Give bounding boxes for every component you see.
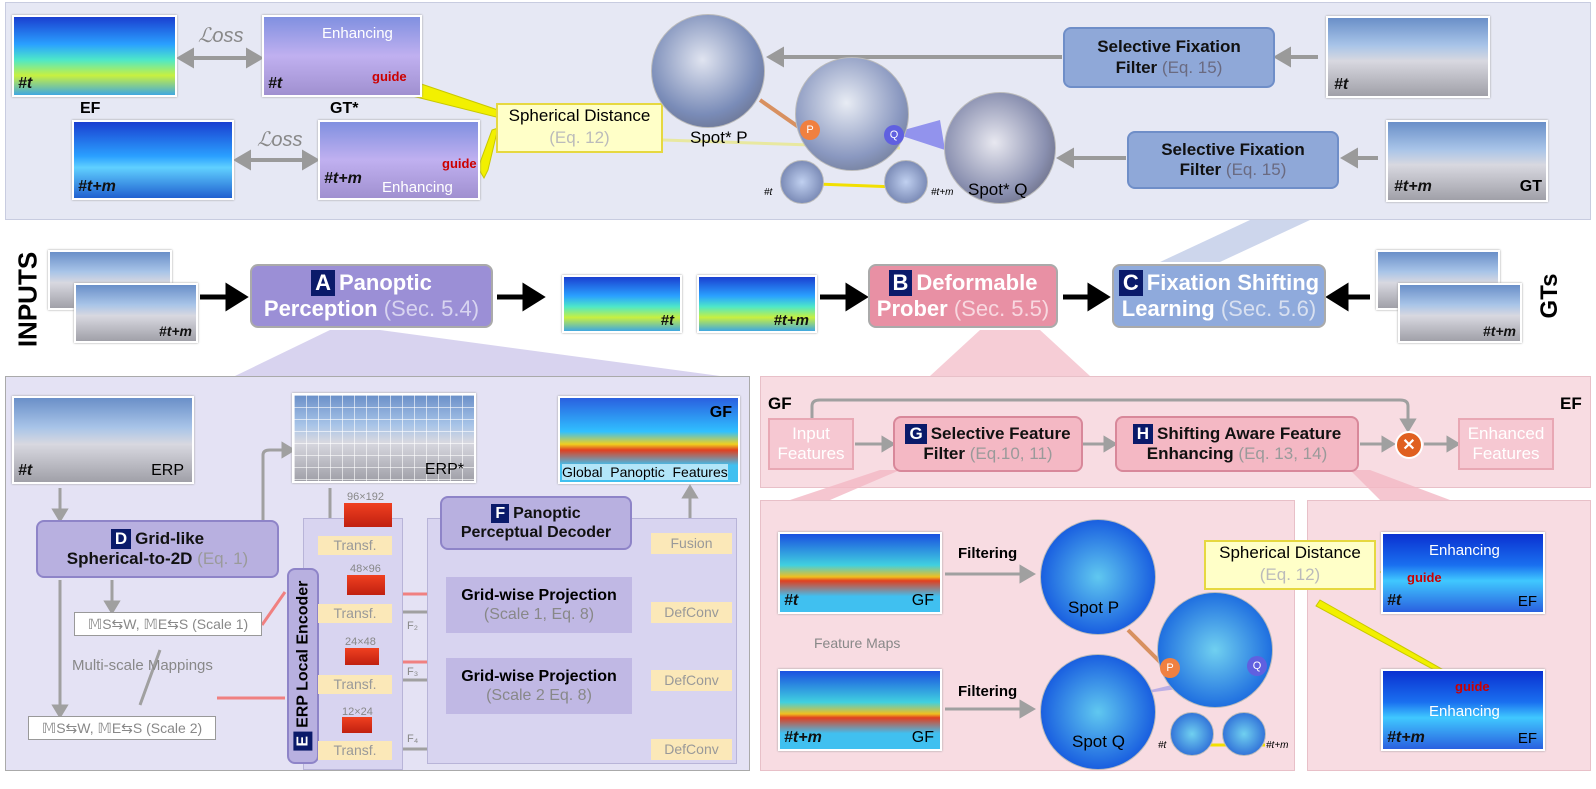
transf-4: Transf. (318, 741, 392, 760)
module-h-shifting-aware-feature-enhancing: H Shifting Aware Feature Enhancing (Eq. 1… (1115, 416, 1359, 472)
module-c-fixation-shifting-learning: C Fixation Shifting Learning (Sec. 5.6) (1112, 264, 1326, 328)
q-marker-right: Q (1247, 656, 1267, 676)
spot-star-p-label: Spot* P (690, 128, 748, 147)
ef-image-right-tm: guide Enhancing #t+m EF (1381, 669, 1545, 751)
heat-block-4 (342, 717, 372, 733)
module-a-panoptic-perception: A Panoptic Perception (Sec. 5.4) (250, 264, 493, 328)
multiply-icon: ✕ (1395, 431, 1423, 459)
module-f-panoptic-perceptual-decoder: F Panoptic Perceptual Decoder (440, 496, 632, 550)
selective-fixation-filter-top: Selective Fixation Filter (Eq. 15) (1063, 27, 1275, 88)
heat-block-2 (347, 575, 385, 595)
inputs-label: INPUTS (12, 251, 43, 348)
enhanced-features-box: Enhanced Features (1458, 418, 1554, 470)
input-image-tm: #t+m (74, 283, 198, 343)
spot-p-label: Spot P (1068, 598, 1120, 617)
ef-image-right-t: Enhancing guide #t EF (1381, 532, 1545, 614)
ef-label-right: EF (1560, 394, 1582, 413)
scale2-mapping: 𝕄S⇆W, 𝕄E⇆S (Scale 2) (28, 716, 216, 740)
small-right-label-t: #t (1158, 740, 1167, 751)
small-sphere-right-t (1170, 712, 1214, 756)
res-48x96: 48×96 (350, 563, 381, 575)
transf-1: Transf. (318, 536, 392, 555)
gf-feature-map-tm: #t+m GF (778, 669, 942, 751)
ef-label: EF (80, 100, 101, 117)
feature-maps-label: Feature Maps (814, 635, 901, 651)
gts-label: GTs (1536, 273, 1563, 319)
module-d-grid-like-spherical-to-2d: D Grid-like Spherical-to-2D (Eq. 1) (36, 520, 279, 578)
gt-image-t: #t (1326, 16, 1490, 98)
feature-map-t: #t (562, 275, 682, 333)
p-marker-right: P (1160, 658, 1180, 678)
erp-star-image: ERP* (292, 393, 476, 483)
spot-p-sphere (1040, 519, 1156, 635)
spot-star-q-sphere (944, 92, 1056, 204)
spot-star-p-sphere (651, 14, 765, 128)
res-24x48: 24×48 (345, 636, 376, 648)
transf-3: Transf. (318, 675, 392, 694)
small-label-tm: #t+m (931, 187, 954, 198)
input-features-box: Input Features (768, 418, 854, 470)
module-b-deformable-prober: B Deformable Prober (Sec. 5.5) (868, 264, 1058, 328)
spot-q-label: Spot Q (1072, 732, 1125, 751)
grid-wise-projection-scale1: Grid-wise Projection (Scale 1, Eq. 8) (446, 577, 632, 633)
small-right-label-tm: #t+m (1266, 740, 1289, 751)
filtering-label-2: Filtering (958, 683, 1018, 700)
res-96x192: 96×192 (347, 491, 385, 503)
gt-star-image-tm: guide Enhancing #t+m (318, 120, 480, 200)
defconv-2: DefConv (651, 670, 732, 691)
multi-scale-mappings-label: Multi-scale Mappings (72, 657, 213, 674)
module-f-panel (427, 518, 737, 764)
spherical-distance-callout-top: Spherical Distance (Eq. 12) (496, 103, 663, 153)
module-g-selective-feature-filter: G Selective Feature Filter (Eq.10, 11) (893, 416, 1083, 472)
small-sphere-t (780, 160, 824, 204)
feature-map-tm: #t+m (697, 275, 817, 333)
transf-2: Transf. (318, 604, 392, 623)
loss-label-1: ℒoss (198, 25, 244, 47)
module-e-erp-local-encoder: EERP Local Encoder (287, 568, 319, 764)
ef-image-tm: #t+m (72, 120, 234, 200)
ef-image-t: #t (12, 15, 177, 97)
gt-input-tm: #t+m (1398, 283, 1522, 343)
heat-block-1 (344, 503, 392, 527)
filtering-label-1: Filtering (958, 545, 1018, 562)
loss-label-2: ℒoss (257, 129, 303, 151)
res-12x24: 12×24 (342, 706, 373, 718)
grid-wise-projection-scale2: Grid-wise Projection (Scale 2 Eq. 8) (446, 658, 632, 714)
p-marker-top: P (800, 120, 820, 140)
gf-label-right: GF (768, 394, 792, 413)
gf-feature-map-t: #t GF (778, 532, 942, 614)
global-panoptic-features-image: GF Global Panoptic Features (558, 396, 740, 484)
selective-fixation-filter-bottom: Selective Fixation Filter (Eq. 15) (1127, 131, 1339, 189)
defconv-1: DefConv (651, 602, 732, 623)
spherical-distance-callout-right: Spherical Distance (Eq. 12) (1204, 540, 1376, 590)
gt-star-label: GT* (330, 100, 359, 117)
fusion-block: Fusion (651, 533, 732, 554)
erp-image: #t ERP (12, 396, 194, 484)
f4-label: F₄ (407, 733, 419, 745)
f2-label: F₂ (407, 620, 418, 632)
q-marker-top: Q (884, 125, 904, 145)
gt-star-image: Enhancing guide #t (262, 15, 422, 97)
small-sphere-right-tm (1222, 712, 1266, 756)
small-sphere-tm (884, 160, 928, 204)
center-sphere-right (1157, 592, 1273, 708)
scale1-mapping: 𝕄S⇆W, 𝕄E⇆S (Scale 1) (74, 612, 262, 636)
center-sphere (795, 57, 909, 171)
gt-image-tm: #t+m GT (1386, 120, 1548, 202)
spot-star-q-label: Spot* Q (968, 180, 1028, 199)
f3-label: F₃ (407, 666, 419, 678)
spot-q-sphere (1040, 654, 1156, 770)
small-label-t: #t (764, 187, 773, 198)
heat-block-3 (345, 648, 379, 665)
defconv-3: DefConv (651, 739, 732, 760)
